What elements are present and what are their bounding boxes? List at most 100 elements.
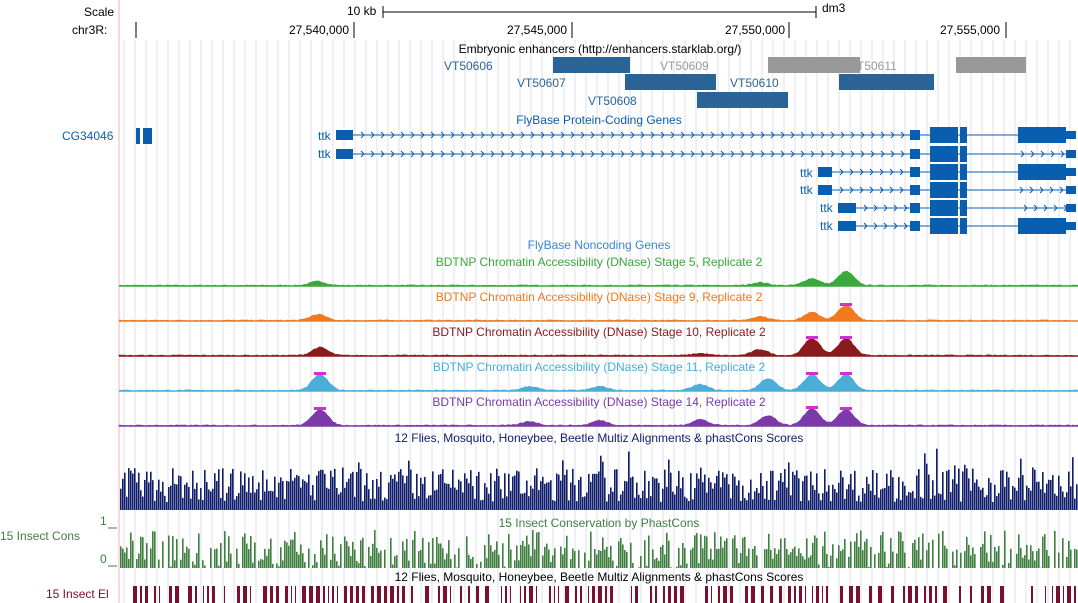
dnase-stage10-title[interactable]: BDTNP Chromatin Accessibility (DNase) St…	[432, 325, 766, 339]
multiz-bar	[984, 497, 986, 510]
enhancer-bar	[697, 92, 788, 108]
transcript-label[interactable]: ttk	[800, 183, 813, 197]
phastcons-bar	[128, 558, 130, 568]
phastcons-track-title[interactable]: 15 Insect Conservation by PhastCons	[498, 516, 700, 530]
phastcons-bar	[504, 566, 506, 568]
conserved-element	[1031, 586, 1033, 603]
phastcons-bar	[668, 540, 670, 568]
phastcons-bar	[296, 551, 298, 568]
phastcons-bar	[396, 555, 398, 568]
conserved-element	[154, 586, 156, 603]
enhancer-label[interactable]: VT50608	[588, 94, 637, 108]
multiz-bar	[1020, 458, 1022, 510]
multiz-bar	[822, 493, 824, 510]
phastcons-bar	[146, 543, 148, 568]
phastcons-bar	[966, 536, 968, 568]
multiz-bar	[274, 476, 276, 510]
phastcons-bar	[860, 530, 862, 568]
phastcons-bar	[682, 542, 684, 568]
multiz-bar	[418, 496, 420, 510]
strand-arrow	[859, 186, 864, 194]
gene-exon	[838, 221, 856, 231]
phastcons-bar	[336, 561, 338, 568]
strand-arrow	[410, 150, 415, 158]
phastcons-bar	[430, 563, 432, 568]
phastcons-bar	[994, 546, 996, 568]
phastcons-bar	[484, 545, 486, 568]
transcript-label[interactable]: ttk	[800, 166, 813, 180]
multiz-bar	[444, 482, 446, 510]
multiz-bar	[1016, 490, 1018, 510]
multiz-bar	[990, 482, 992, 510]
transcript-label[interactable]: ttk	[820, 201, 833, 215]
phastcons-bar	[218, 565, 220, 568]
phastcons-bar	[254, 542, 256, 568]
enhancer-label[interactable]: VT50606	[444, 59, 493, 73]
multiz-bar	[1014, 487, 1016, 510]
multiz-bar	[682, 477, 684, 510]
multiz-bar	[280, 477, 282, 510]
strand-arrow	[1059, 186, 1064, 194]
enhancer-label[interactable]: VT50610	[730, 76, 779, 90]
multiz-bar	[582, 497, 584, 510]
enhancer-label[interactable]: VT50611	[849, 59, 897, 73]
phastcons-bar	[570, 559, 572, 568]
enhancer-label[interactable]: VT50609	[660, 59, 709, 73]
phastcons-bar	[712, 559, 714, 568]
multiz-bar	[1070, 486, 1072, 510]
phastcons-bar	[524, 546, 526, 568]
strand-arrow	[730, 131, 735, 139]
phastcons-side-label[interactable]: 15 Insect Cons	[0, 529, 81, 543]
multiz-bar	[646, 498, 648, 510]
phastcons-bar	[756, 555, 758, 568]
strand-arrow	[480, 150, 485, 158]
transcript-label[interactable]: ttk	[318, 147, 331, 161]
enhancer-track-title[interactable]: Embryonic enhancers (http://enhancers.st…	[458, 42, 742, 56]
phastcons-bar	[1058, 552, 1060, 568]
coding-genes-track-title[interactable]: FlyBase Protein-Coding Genes	[516, 113, 682, 127]
dnase-stage5-title[interactable]: BDTNP Chromatin Accessibility (DNase) St…	[435, 255, 763, 269]
dnase-stage11-title[interactable]: BDTNP Chromatin Accessibility (DNase) St…	[432, 360, 766, 374]
multiz-bar	[482, 499, 484, 510]
multiz-bar	[150, 471, 152, 510]
dnase-stage9-title[interactable]: BDTNP Chromatin Accessibility (DNase) St…	[435, 290, 763, 304]
conserved-element	[443, 586, 447, 603]
phastcons-bar	[214, 549, 216, 568]
multiz-bar	[464, 473, 466, 510]
multiz-bar	[1038, 481, 1040, 510]
phastcons-bar	[1032, 551, 1034, 568]
strand-arrow	[570, 131, 575, 139]
clipped-peak-marker	[806, 336, 818, 339]
multiz-bar	[336, 488, 338, 510]
elements-track-title[interactable]: 12 Flies, Mosquito, Honeybee, Beetle Mul…	[394, 570, 804, 584]
enhancer-label[interactable]: VT50607	[517, 76, 566, 90]
transcript-label[interactable]: ttk	[318, 129, 331, 143]
phastcons-bar	[518, 560, 520, 568]
left-gene-label[interactable]: CG34046	[62, 129, 114, 143]
phastcons-bar	[702, 548, 704, 568]
multiz-bar	[858, 495, 860, 510]
clipped-peak-marker	[840, 372, 852, 375]
phastcons-bar	[1024, 555, 1026, 568]
transcript-label[interactable]: ttk	[820, 219, 833, 233]
strand-arrow	[540, 131, 545, 139]
multiz-bar	[394, 474, 396, 510]
multiz-bar	[474, 498, 476, 510]
multiz-track-title[interactable]: 12 Flies, Mosquito, Honeybee, Beetle Mul…	[394, 431, 804, 445]
multiz-bar	[852, 489, 854, 510]
strand-arrow	[370, 131, 375, 139]
elements-side-label[interactable]: 15 Insect El	[46, 587, 109, 601]
phastcons-bar	[754, 546, 756, 568]
strand-arrow	[620, 131, 625, 139]
conserved-element	[175, 586, 179, 603]
noncoding-track-title[interactable]: FlyBase Noncoding Genes	[527, 238, 671, 252]
phastcons-bar	[1018, 534, 1020, 568]
multiz-bar	[220, 497, 222, 510]
strand-arrow	[370, 150, 375, 158]
strand-arrow	[690, 131, 695, 139]
multiz-bar	[728, 484, 730, 510]
dnase-stage14-title[interactable]: BDTNP Chromatin Accessibility (DNase) St…	[432, 395, 766, 409]
multiz-bar	[294, 477, 296, 510]
phastcons-bar	[368, 546, 370, 568]
conserved-element	[711, 586, 712, 603]
